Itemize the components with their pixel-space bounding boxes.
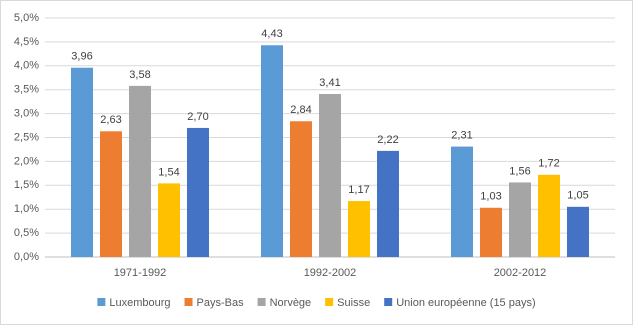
y-tick-label: 3,5% [14,84,39,96]
y-tick-label: 1,5% [14,179,39,191]
legend-swatch [384,298,393,306]
value-label: 3,96 [71,51,92,63]
bar [261,45,283,257]
y-tick-label: 3,0% [14,108,39,120]
bar [451,146,473,257]
y-tick-label: 2,5% [14,131,39,143]
legend-label: Union européenne (15 pays) [396,297,535,309]
y-tick-label: 5,0% [14,12,39,24]
value-label: 2,31 [451,129,472,141]
y-tick-label: 0,5% [14,227,39,239]
bar [100,131,122,257]
value-label: 4,43 [261,28,282,40]
value-label: 1,72 [538,158,559,170]
value-label: 2,63 [100,114,121,126]
value-label: 1,03 [480,191,501,203]
value-label: 1,56 [509,165,530,177]
bar [158,183,180,257]
bar [567,206,589,257]
bar [480,207,502,257]
value-label: 1,17 [348,184,369,196]
bar [290,121,312,257]
bar [129,85,151,257]
bar [187,127,209,257]
legend-swatch [184,298,193,306]
legend-swatch [325,298,334,306]
legend-swatch [257,298,266,306]
legend-label: Luxembourg [109,297,170,309]
value-label: 1,05 [567,190,588,202]
value-label: 3,58 [129,69,150,81]
value-label: 3,41 [319,77,340,89]
x-tick-label: 1971-1992 [114,267,167,279]
y-tick-label: 2,0% [14,155,39,167]
y-tick-label: 4,5% [14,36,39,48]
x-tick-label: 1992-2002 [304,267,357,279]
legend-label: Norvège [270,297,312,309]
legend-label: Pays-Bas [197,297,245,309]
bar [319,94,341,257]
value-label: 2,22 [377,134,398,146]
bar [348,201,370,257]
legend-swatch [97,298,106,306]
bar [538,174,560,257]
legend-label: Suisse [337,297,370,309]
y-tick-label: 1,0% [14,203,39,215]
value-label: 2,70 [187,111,208,123]
x-tick-label: 2002-2012 [494,267,547,279]
y-tick-label: 4,0% [14,60,39,72]
value-label: 1,54 [158,166,179,178]
value-label: 2,84 [290,104,311,116]
y-tick-label: 0,0% [14,251,39,263]
bar [377,150,399,257]
bar [71,67,93,257]
bar [509,182,531,257]
